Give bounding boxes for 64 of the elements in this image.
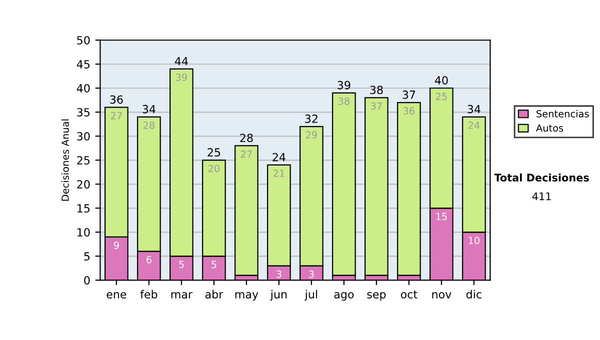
data-label: 27 [110, 112, 122, 120]
y-tick-label: 20 [77, 180, 90, 189]
text: Total Decisiones [494, 173, 589, 182]
y-tick-label: 45 [76, 60, 90, 69]
y-tick-label: 25 [77, 156, 90, 165]
bar [397, 102, 421, 276]
total-label: 28 [240, 134, 253, 142]
x-tick-label: ago [334, 292, 354, 301]
data-label: 5 [212, 260, 216, 268]
legend-label: Sentencias [536, 110, 589, 118]
data-label: 36 [404, 107, 415, 115]
y-axis-title: Decisiones Anual [61, 119, 69, 201]
data-label: 38 [338, 98, 350, 105]
x-tick-label: ene [106, 292, 126, 298]
x-tick-label: mar [171, 292, 193, 298]
bar [234, 145, 258, 276]
y-tick-label: 35 [77, 108, 90, 117]
total-label: 34 [468, 104, 480, 114]
data-label: 27 [240, 150, 252, 158]
data-label: 3 [276, 270, 282, 278]
x-tick-label: feb [140, 290, 158, 298]
data-label: 21 [273, 170, 284, 177]
x-tick-label: may [235, 292, 258, 301]
data-label: 28 [143, 122, 154, 129]
x-tick-label: jun [270, 290, 287, 301]
data-label: 3 [309, 270, 314, 278]
y-tick-label: 30 [77, 132, 90, 141]
data-label: 10 [468, 236, 480, 244]
total-label: 40 [434, 76, 448, 85]
total-label: 24 [272, 152, 286, 162]
x-tick-label: sep [367, 292, 386, 301]
text: 411 [532, 192, 551, 200]
x-tick-label: abr [205, 290, 224, 298]
data-label: 15 [436, 212, 447, 220]
data-label: 25 [436, 92, 447, 100]
total-label: 32 [305, 114, 318, 123]
x-tick-label: jul [304, 290, 318, 301]
y-tick-label: 5 [84, 252, 90, 261]
data-label: 20 [208, 164, 220, 172]
data-label: 37 [371, 102, 382, 110]
total-label: 37 [402, 90, 416, 99]
x-tick-label: oct [400, 290, 418, 298]
total-label: 25 [208, 148, 220, 157]
x-tick-label: nov [432, 292, 452, 298]
total-label: 39 [338, 80, 350, 90]
y-tick-label: 15 [78, 204, 90, 213]
total-label: 38 [370, 86, 383, 94]
x-tick-label: dic [466, 290, 482, 298]
y-tick-label: 0 [84, 276, 90, 285]
y-tick-label: 40 [76, 84, 90, 93]
data-label: 9 [114, 242, 119, 249]
data-label: 6 [146, 256, 152, 264]
data-label: 29 [306, 131, 317, 139]
data-label: 5 [179, 260, 184, 268]
legend-label: Autos [536, 124, 564, 132]
bar [364, 97, 388, 276]
data-label: 39 [176, 74, 187, 81]
data-label: 24 [468, 122, 480, 129]
total-label: 44 [174, 57, 188, 66]
total-label: 36 [110, 95, 123, 104]
y-tick-label: 10 [78, 228, 90, 237]
y-tick-label: 50 [77, 36, 90, 44]
bar [332, 92, 356, 276]
total-label: 34 [142, 104, 156, 114]
